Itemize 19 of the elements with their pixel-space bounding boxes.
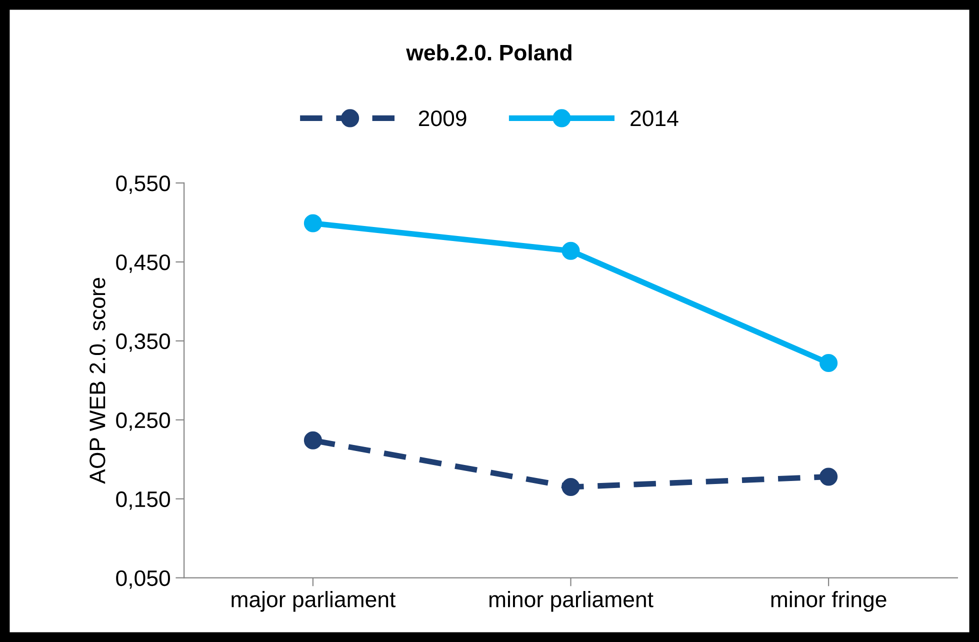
x-tick-label: minor fringe [771,590,886,612]
legend-label: 2009 [418,110,466,126]
y-tick-label: 0,050 [116,570,170,589]
point [820,354,838,372]
legend-label: 2014 [630,110,678,126]
y-tick-label: 0,250 [116,412,170,431]
point [562,242,580,260]
y-tick-label: 0,350 [116,333,170,352]
point [304,431,322,450]
y-tick-label: 0,450 [116,254,170,273]
x-tick-label: major parliament [232,590,396,612]
y-tick-label: 0,550 [116,176,170,194]
point [820,468,838,486]
chart-title: web.2.0. Poland [406,44,572,61]
point [304,214,322,232]
y-tick-label: 0,150 [116,491,170,510]
point [562,478,580,496]
x-tick-label: minor parliament [489,590,654,612]
y-axis-title: AOP WEB 2.0. score [90,278,106,484]
